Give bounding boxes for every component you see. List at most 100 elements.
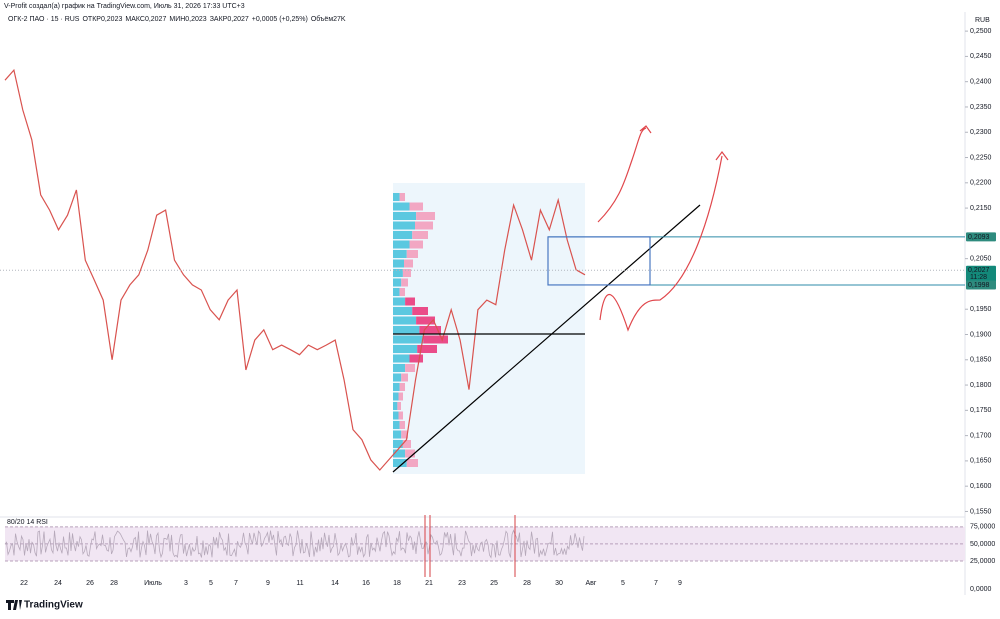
vp-bar-down (401, 430, 408, 439)
price-time: 11:28 (970, 274, 987, 281)
volume-profile (393, 193, 448, 467)
y-tick-label: 0,2300 (970, 129, 992, 136)
x-tick-label: 26 (86, 580, 94, 587)
x-tick-label: 28 (523, 580, 531, 587)
vp-bar-up (393, 459, 407, 467)
y-tick-label: 0,1650 (970, 458, 992, 465)
rsi-tick-label: 50,0000 (970, 541, 995, 548)
ohlc-label: ЗАКР (210, 16, 228, 23)
vp-bar-down (402, 269, 411, 277)
y-tick-label: 0,2400 (970, 79, 992, 86)
vp-bar-up (393, 297, 406, 306)
attribution: V-Profit создал(а) график на TradingView… (4, 3, 245, 10)
y-tick-label: 0,1750 (970, 407, 992, 414)
y-tick-label: 0,2500 (970, 28, 992, 35)
x-tick-label: 23 (458, 580, 466, 587)
vp-bar-down (398, 392, 403, 401)
vp-bar-down (399, 193, 405, 201)
trend-line (392, 204, 701, 473)
x-tick-label: 5 (209, 580, 213, 587)
x-tick-label: 3 (184, 580, 188, 587)
vp-bar-up (393, 250, 407, 258)
forecast-arrow (599, 151, 729, 332)
vp-bar-down (419, 326, 441, 334)
price-label: 0,2093 (968, 234, 990, 241)
x-tick-label: 9 (678, 580, 682, 587)
x-tick-label: 18 (393, 580, 401, 587)
vp-bar-up (393, 278, 402, 287)
vp-bar-down (409, 354, 423, 363)
vp-bar-up (393, 193, 400, 201)
ohlc-value: 0,2027 (227, 16, 249, 23)
rsi-tick-label: 0,0000 (970, 586, 992, 593)
vp-bar-up (393, 221, 415, 230)
symbol: ОГК-2 ПАО · 15 · RUS (8, 16, 80, 23)
legend: ОГК-2 ПАО · 15 · RUS ОТКР 0,2023 МАКС 0,2027… (8, 15, 346, 23)
x-tick-label: 25 (490, 580, 498, 587)
vp-bar-up (393, 430, 402, 439)
x-tick-label: 24 (54, 580, 62, 587)
y-tick-label: 0,1850 (970, 357, 992, 364)
vp-bar-up (393, 411, 399, 420)
vp-bar-down (412, 307, 428, 315)
volume-value: 27K (333, 16, 346, 23)
vp-bar-down (415, 221, 433, 230)
vp-bar-down (409, 240, 423, 249)
ohlc-label: МИН (169, 16, 185, 23)
y-tick-label: 0,1900 (970, 331, 992, 338)
vp-bar-down (399, 288, 405, 296)
x-tick-label: 22 (20, 580, 28, 587)
tv-logo: TradingView (6, 600, 83, 611)
vp-bar-up (393, 259, 404, 268)
vp-bar-down (398, 411, 403, 420)
y-tick-label: 0,1950 (970, 306, 992, 313)
vp-bar-down (405, 297, 415, 306)
ohlc-label: ОТКР (82, 16, 101, 23)
price-label: 0,2027 (968, 267, 990, 274)
vp-bar-up (393, 440, 403, 448)
x-tick-label: 14 (331, 580, 339, 587)
y-tick-label: 0,1800 (970, 382, 992, 389)
ohlc-value: 0,2023 (101, 16, 123, 23)
vp-bar-down (404, 259, 413, 268)
ohlc-value: 0,2023 (185, 16, 207, 23)
y-tick-label: 0,2050 (970, 255, 992, 262)
rsi-tick-label: 25,0000 (970, 558, 995, 565)
y-tick-label: 0,1700 (970, 432, 992, 439)
y-tick-label: 0,1600 (970, 483, 992, 490)
vp-bar-down (397, 402, 401, 410)
x-tick-label: 7 (654, 580, 658, 587)
y-tick-label: 0,2350 (970, 104, 992, 111)
vp-bar-up (393, 383, 400, 391)
vp-bar-up (393, 288, 400, 296)
x-tick-label: Авг (586, 580, 597, 587)
x-tick-label: Июль (144, 580, 162, 587)
vp-bar-down (405, 449, 415, 458)
vp-bar-down (409, 202, 423, 211)
vp-bar-up (393, 326, 420, 334)
volume-label: Объём (311, 15, 333, 23)
vp-bar-up (393, 392, 399, 401)
y-tick-label: 0,2150 (970, 205, 992, 212)
vp-bar-down (399, 421, 405, 429)
vp-bar-up (393, 316, 417, 325)
vp-bar-down (402, 440, 411, 448)
logo-text: TradingView (24, 600, 83, 611)
forecast-arrow (597, 125, 652, 223)
x-tick-label: 30 (555, 580, 563, 587)
change: +0,0005 (+0,25%) (252, 16, 308, 23)
range-box (547, 236, 651, 286)
vp-bar-down (405, 364, 415, 372)
vp-bar-down (423, 335, 448, 344)
price-label-bg (966, 280, 996, 290)
x-tick-label: 16 (362, 580, 370, 587)
x-tick-label: 11 (296, 580, 303, 587)
x-tick-label: 5 (621, 580, 625, 587)
x-tick-label: 21 (425, 580, 433, 587)
rsi-title: 80/20 14 RSI (7, 519, 48, 526)
vp-bar-up (393, 421, 400, 429)
price-label-bg (966, 265, 996, 282)
vp-bar-down (406, 250, 418, 258)
vp-bar-up (393, 231, 413, 239)
